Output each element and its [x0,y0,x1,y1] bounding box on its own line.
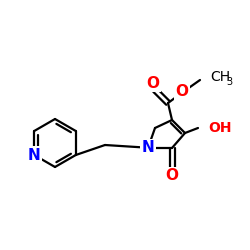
Text: O: O [176,84,188,98]
Text: 3: 3 [226,77,232,87]
Text: N: N [142,140,154,156]
Text: O: O [146,76,160,90]
Text: CH: CH [210,70,230,84]
Text: OH: OH [208,121,232,135]
Text: O: O [166,168,178,184]
Text: N: N [28,148,40,162]
